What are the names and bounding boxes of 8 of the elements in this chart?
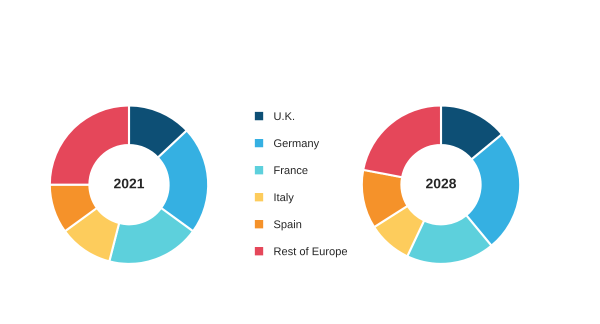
legend-label: France (274, 166, 308, 174)
text: 2028 (426, 178, 456, 188)
legend-label: Spain (274, 220, 302, 230)
legend-label: Italy (274, 193, 294, 204)
legend-label: U.K. (274, 112, 294, 120)
text: 2021 (114, 178, 144, 188)
legend-label: Germany (274, 139, 320, 150)
legend-label: Rest of Europe (274, 247, 348, 258)
